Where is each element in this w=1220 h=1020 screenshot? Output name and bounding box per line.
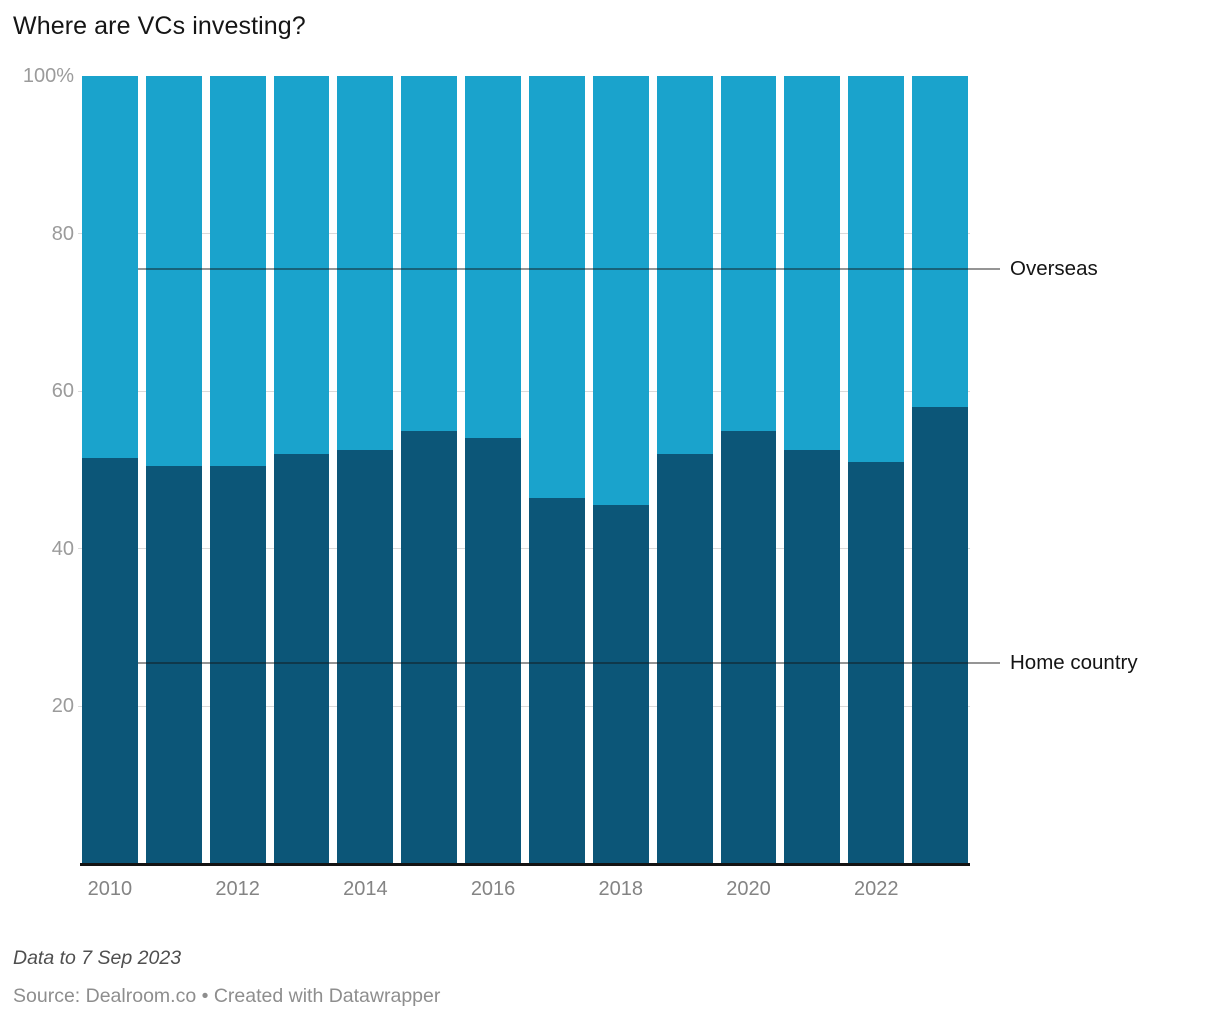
gridline-80 [78, 233, 970, 235]
x-tick-label-2012: 2012 [215, 878, 260, 900]
legend-label-home-country: Home country [1010, 651, 1138, 675]
y-tick-label-40: 40 [51, 537, 74, 560]
x-tick-label-2020: 2020 [726, 878, 771, 900]
legend-label-overseas: Overseas [1010, 257, 1098, 281]
bar-2017[interactable] [529, 76, 585, 864]
bar-2018[interactable] [592, 76, 649, 864]
source-attribution: Source: Dealroom.co • Created with Dataw… [13, 985, 441, 1007]
segment-home-country-2011[interactable] [145, 466, 202, 864]
x-tick-label-2018: 2018 [598, 878, 644, 900]
bar-2022[interactable] [848, 76, 905, 864]
segment-overseas-2013[interactable] [273, 76, 330, 455]
segment-overseas-2014[interactable] [337, 76, 394, 451]
gridline-40 [78, 548, 970, 550]
bar-2021[interactable] [784, 76, 841, 864]
y-tick-label-100: 100% [22, 65, 74, 87]
bar-2019[interactable] [656, 76, 713, 864]
gridline-60 [78, 390, 970, 392]
bar-2016[interactable] [465, 76, 522, 864]
bar-2012[interactable] [209, 76, 266, 864]
segment-home-country-2010[interactable] [82, 458, 138, 864]
segment-home-country-2022[interactable] [848, 462, 905, 864]
bar-2014[interactable] [337, 76, 394, 864]
segment-overseas-2019[interactable] [656, 76, 713, 455]
chart-title: Where are VCs investing? [13, 12, 306, 40]
segment-overseas-2018[interactable] [592, 76, 649, 506]
segment-overseas-2022[interactable] [848, 76, 905, 463]
plot-area [82, 76, 969, 864]
segment-home-country-2017[interactable] [529, 497, 585, 864]
segment-overseas-2011[interactable] [145, 76, 202, 467]
y-tick-label-60: 60 [51, 380, 74, 403]
segment-home-country-2023[interactable] [912, 406, 969, 864]
bar-2010[interactable] [82, 76, 138, 864]
bar-2011[interactable] [145, 76, 202, 864]
segment-home-country-2021[interactable] [784, 450, 841, 864]
gridline-20 [78, 705, 970, 707]
segment-home-country-2015[interactable] [401, 430, 458, 864]
bar-2020[interactable] [720, 76, 777, 864]
x-axis-line [80, 863, 970, 866]
segment-overseas-2021[interactable] [784, 76, 841, 451]
segment-home-country-2018[interactable] [592, 505, 649, 864]
segment-overseas-2017[interactable] [529, 76, 585, 498]
segment-home-country-2016[interactable] [465, 438, 522, 864]
x-tick-label-2022: 2022 [853, 878, 899, 900]
segment-overseas-2016[interactable] [465, 76, 522, 439]
data-note: Data to 7 Sep 2023 [13, 947, 182, 969]
segment-overseas-2010[interactable] [82, 76, 138, 459]
y-tick-label-20: 20 [51, 695, 74, 718]
segment-home-country-2013[interactable] [273, 454, 330, 864]
segment-home-country-2014[interactable] [337, 450, 394, 864]
y-tick-label-80: 80 [51, 222, 74, 245]
segment-overseas-2020[interactable] [720, 76, 777, 431]
segment-home-country-2019[interactable] [656, 454, 713, 864]
segment-overseas-2012[interactable] [209, 76, 266, 467]
bar-2013[interactable] [273, 76, 330, 864]
x-tick-label-2010: 2010 [87, 878, 133, 900]
segment-overseas-2023[interactable] [912, 76, 969, 407]
segment-overseas-2015[interactable] [401, 76, 458, 431]
segment-home-country-2020[interactable] [720, 430, 777, 864]
bar-2023[interactable] [912, 76, 969, 864]
segment-home-country-2012[interactable] [209, 466, 266, 864]
x-tick-label-2016: 2016 [470, 878, 516, 900]
bar-2015[interactable] [401, 76, 458, 864]
x-tick-label-2014: 2014 [343, 878, 388, 900]
